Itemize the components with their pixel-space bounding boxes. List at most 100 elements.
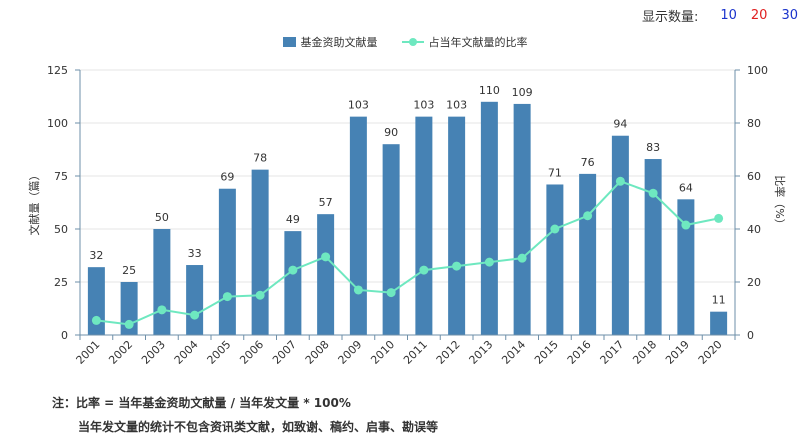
- ratio-point: [615, 176, 625, 186]
- bar-value-label: 110: [479, 84, 500, 97]
- bar: [251, 169, 269, 335]
- bar-value-label: 103: [413, 99, 434, 112]
- ratio-point: [157, 305, 167, 315]
- x-tick-label: 2016: [565, 338, 594, 367]
- ratio-point: [583, 211, 593, 221]
- right-tick-label: 100: [747, 64, 768, 77]
- display-count-option-20[interactable]: 20: [750, 8, 768, 23]
- bar: [87, 267, 105, 335]
- x-tick-label: 2020: [696, 338, 725, 367]
- left-tick-label: 125: [47, 64, 68, 77]
- bar-value-label: 64: [679, 181, 693, 194]
- left-tick-label: 50: [54, 223, 68, 236]
- x-tick-label: 2005: [205, 338, 234, 367]
- x-tick-label: 2010: [368, 338, 397, 367]
- bar: [218, 188, 236, 335]
- x-tick-label: 2004: [172, 338, 201, 367]
- ratio-point: [190, 310, 200, 320]
- bar: [644, 159, 662, 335]
- bar: [284, 231, 302, 335]
- bar-value-label: 83: [646, 141, 660, 154]
- x-tick-label: 2006: [237, 338, 266, 367]
- y2-axis-title: 比率（%）: [773, 175, 787, 229]
- left-tick-label: 75: [54, 170, 68, 183]
- ratio-point: [288, 265, 298, 275]
- x-tick-label: 2011: [401, 338, 430, 367]
- x-tick-label: 2012: [434, 338, 463, 367]
- bar: [382, 144, 400, 335]
- bar-value-label: 78: [253, 152, 267, 165]
- bar-value-label: 109: [512, 86, 533, 99]
- x-tick-label: 2019: [663, 338, 692, 367]
- right-tick-label: 60: [747, 170, 761, 183]
- note-line-2: 当年发文量的统计不包含资讯类文献，如致谢、稿约、启事、勘误等: [78, 420, 439, 434]
- bar-value-label: 50: [155, 211, 169, 224]
- display-count-control: 显示数量: 10 20 30: [642, 6, 798, 25]
- x-tick-label: 2013: [467, 338, 496, 367]
- left-tick-label: 25: [54, 276, 68, 289]
- bar: [677, 199, 695, 335]
- bar-value-label: 11: [712, 294, 726, 307]
- bar: [317, 214, 335, 335]
- ratio-point: [681, 220, 691, 230]
- left-tick-label: 100: [47, 117, 68, 130]
- ratio-point: [91, 315, 101, 325]
- x-tick-label: 2015: [532, 338, 561, 367]
- ratio-point: [386, 288, 396, 298]
- legend-item-line[interactable]: 占当年文献量的比率: [401, 34, 528, 50]
- bar: [611, 135, 629, 335]
- bar: [579, 173, 597, 335]
- ratio-point: [124, 319, 134, 329]
- legend-line-label: 占当年文献量的比率: [428, 36, 528, 49]
- ratio-point: [484, 257, 494, 267]
- ratio-point: [222, 292, 232, 302]
- legend-bar-label: 基金资助文献量: [300, 36, 378, 49]
- ratio-line: [96, 180, 719, 326]
- bar-value-label: 69: [220, 171, 234, 184]
- ratio-point: [255, 290, 265, 300]
- x-tick-label: 2007: [270, 338, 299, 367]
- bar-value-label: 76: [581, 156, 595, 169]
- right-tick-label: 0: [747, 329, 754, 342]
- display-count-option-10[interactable]: 10: [720, 8, 737, 23]
- bar-value-label: 57: [319, 196, 333, 209]
- x-tick-label: 2003: [139, 338, 168, 367]
- bar: [153, 229, 171, 335]
- ratio-point: [648, 188, 658, 198]
- bar-value-label: 32: [89, 249, 103, 262]
- x-tick-label: 2018: [630, 338, 659, 367]
- ratio-point: [419, 265, 429, 275]
- ratio-point: [550, 224, 560, 234]
- bar-value-label: 25: [122, 264, 136, 277]
- bar: [349, 116, 367, 335]
- ratio-point: [353, 285, 363, 295]
- legend-line-swatch: [401, 37, 424, 47]
- bar: [186, 265, 204, 335]
- bar-value-label: 90: [384, 126, 398, 139]
- note-line-1: 注：比率 = 当年基金资助文献量 / 当年发文量 * 100%: [52, 396, 351, 410]
- legend-item-bar[interactable]: 基金资助文献量: [282, 34, 378, 50]
- right-tick-label: 40: [747, 223, 761, 236]
- right-tick-label: 20: [747, 276, 761, 289]
- display-count-option-30[interactable]: 30: [781, 8, 798, 23]
- bar-value-label: 71: [548, 166, 562, 179]
- bar: [448, 116, 466, 335]
- bar: [415, 116, 433, 335]
- ratio-point: [517, 253, 527, 263]
- ratio-point: [321, 252, 331, 262]
- ratio-point: [714, 213, 724, 223]
- bar-value-label: 33: [188, 247, 202, 260]
- bar-value-label: 49: [286, 213, 300, 226]
- display-count-label: 显示数量:: [641, 10, 699, 25]
- chart-legend: 基金资助文献量 占当年文献量的比率: [0, 34, 810, 50]
- bar: [480, 101, 498, 335]
- y-axis-title: 文献量（篇）: [27, 170, 41, 236]
- legend-bar-swatch: [282, 37, 296, 47]
- x-tick-label: 2017: [598, 338, 627, 367]
- bar: [710, 311, 728, 335]
- bar-value-label: 103: [348, 99, 369, 112]
- x-tick-label: 2002: [106, 338, 135, 367]
- x-tick-label: 2001: [74, 338, 103, 367]
- x-tick-label: 2014: [499, 338, 528, 367]
